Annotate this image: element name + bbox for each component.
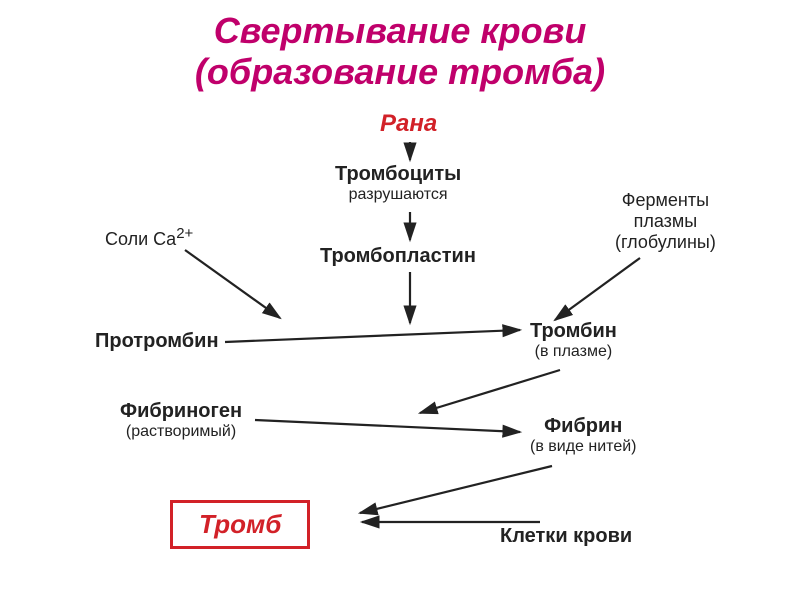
node-fibrinogen: Фибриноген (растворимый) xyxy=(120,400,242,441)
node-trombocity-sub: разрушаются xyxy=(335,186,461,204)
node-soli: Соли Ca2+ xyxy=(105,225,193,250)
node-trombocity: Тромбоциты разрушаются xyxy=(335,163,461,204)
node-kletki-label: Клетки крови xyxy=(500,525,632,547)
title-line-1: Свертывание крови xyxy=(0,10,800,51)
node-fermenty-l3: (глобулины) xyxy=(615,232,716,253)
node-fibrinogen-label: Фибриноген xyxy=(120,400,242,423)
node-soli-label: Соли Ca xyxy=(105,229,176,249)
node-fibrin-label: Фибрин xyxy=(530,415,636,438)
node-tromboplastin: Тромбопластин xyxy=(320,245,476,268)
node-trombin: Тромбин (в плазме) xyxy=(530,320,617,361)
node-fermenty-l2: плазмы xyxy=(615,211,716,232)
node-fermenty-l1: Ферменты xyxy=(615,190,716,211)
node-trombin-label: Тромбин xyxy=(530,320,617,343)
node-fibrin-sub: (в виде нитей) xyxy=(530,438,636,456)
node-protrombin: Протромбин xyxy=(95,330,219,353)
node-soli-sup: 2+ xyxy=(176,225,193,242)
node-kletki: Клетки крови xyxy=(500,525,632,548)
node-fibrinogen-sub: (растворимый) xyxy=(120,423,242,441)
node-tromboplastin-label: Тромбопластин xyxy=(320,245,476,267)
node-fibrin: Фибрин (в виде нитей) xyxy=(530,415,636,456)
diagram-title: Свертывание крови (образование тромба) xyxy=(0,0,800,93)
node-tromb-label: Тромб xyxy=(199,509,281,539)
node-tromb-box: Тромб xyxy=(170,500,310,549)
node-trombin-sub: (в плазме) xyxy=(530,343,617,361)
title-line-2: (образование тромба) xyxy=(0,51,800,92)
node-fermenty: Ферменты плазмы (глобулины) xyxy=(615,190,716,253)
node-rana-label: Рана xyxy=(380,110,437,137)
node-rana: Рана xyxy=(380,110,437,138)
node-trombocity-label: Тромбоциты xyxy=(335,163,461,186)
node-protrombin-label: Протромбин xyxy=(95,330,219,352)
